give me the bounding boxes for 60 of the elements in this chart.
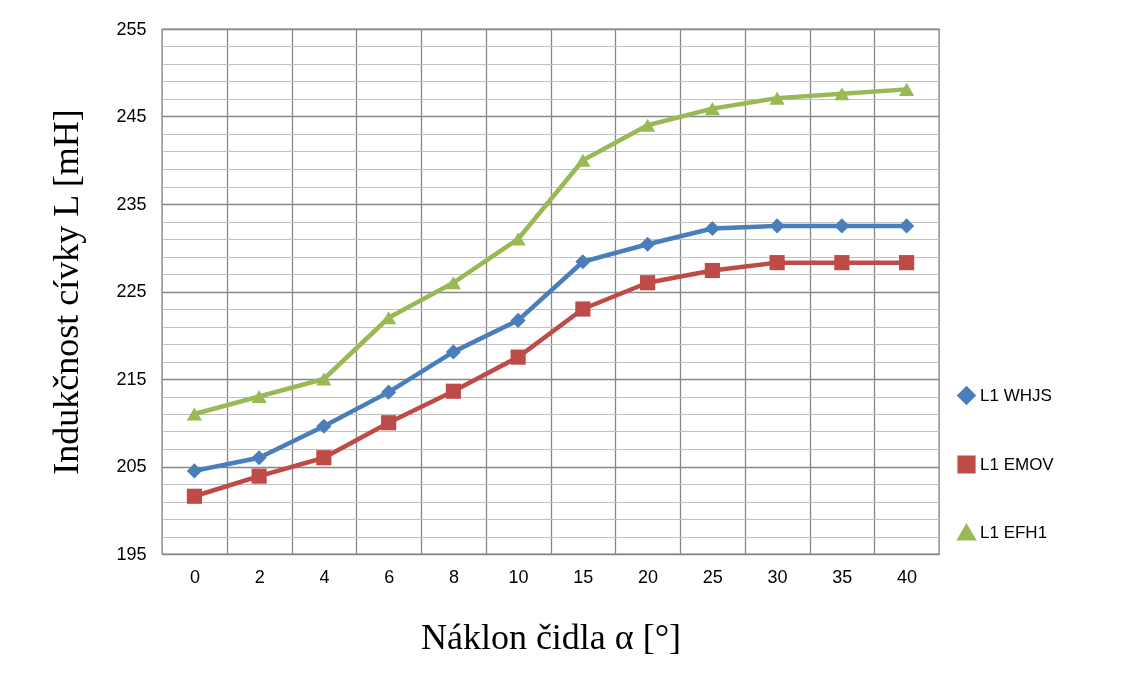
point [575,153,591,167]
point [445,383,461,399]
point [575,254,591,270]
x-tick-label: 4 [319,566,330,587]
y-tick-label: 195 [116,543,147,564]
x-tick-label: 2 [254,566,265,587]
y-tick-label: 245 [116,106,147,126]
x-axis-title: Náklon čidla α [°] [420,616,682,657]
point [769,218,785,234]
point [251,450,267,466]
point [251,389,267,404]
point [510,232,526,246]
x-tick-label: 25 [702,566,723,587]
point [316,450,332,466]
point [186,463,202,479]
point [510,349,526,365]
point [704,262,720,279]
y-tick-label: 215 [116,368,147,389]
point [186,407,202,421]
x-tick-label: 40 [897,566,918,587]
point [769,91,785,105]
point [834,255,850,271]
point [834,87,850,101]
legend-label: L1 EMOV [980,454,1055,474]
point [381,415,397,431]
y-tick-label: 235 [116,193,147,214]
point [640,236,656,252]
point [445,344,461,360]
point [381,311,397,325]
point [251,468,267,484]
point [510,312,526,328]
x-tick-label: 30 [767,566,788,587]
point [316,418,332,434]
x-tick-label: 10 [508,566,529,587]
x-tick-label: 20 [638,566,659,587]
point [640,275,656,291]
x-tick-label: 6 [384,566,395,587]
x-tick-label: 15 [573,566,594,587]
point [834,218,850,234]
y-axis-title: Indukčnost cívky L [mH] [46,109,87,475]
point [704,220,720,237]
legend-label: L1 EFH1 [980,522,1048,542]
legend-label: L1 WHJS [980,385,1052,405]
point [445,276,461,290]
x-tick-label: 8 [448,566,459,587]
point [316,372,332,386]
point [381,384,397,400]
x-tick-label: 0 [189,566,200,587]
point [575,301,591,317]
point [899,82,915,96]
point [640,118,656,132]
x-tick-label: 35 [832,566,853,587]
point [899,218,915,234]
y-tick-label: 255 [116,18,147,39]
point [769,255,785,271]
y-tick-label: 205 [116,456,147,476]
point [186,488,202,504]
y-tick-label: 225 [116,281,147,301]
point [899,255,915,271]
point [704,102,720,116]
